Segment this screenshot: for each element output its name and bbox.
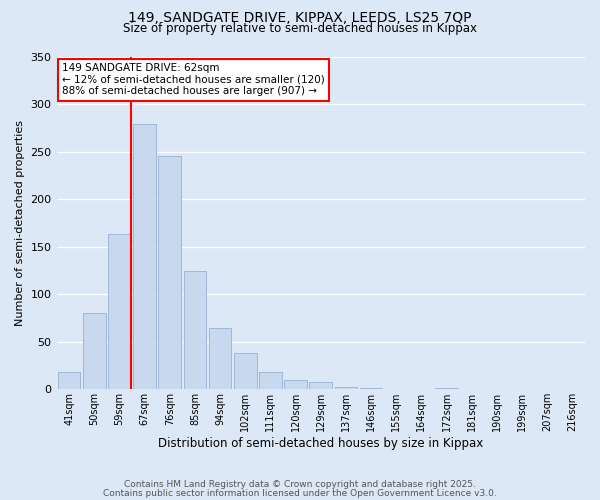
Bar: [234, 353, 257, 390]
Bar: [209, 328, 232, 390]
Bar: [435, 388, 458, 390]
Bar: [335, 388, 357, 390]
Text: 149, SANDGATE DRIVE, KIPPAX, LEEDS, LS25 7QP: 149, SANDGATE DRIVE, KIPPAX, LEEDS, LS25…: [128, 11, 472, 25]
Bar: [108, 234, 131, 390]
Bar: [184, 272, 206, 390]
X-axis label: Distribution of semi-detached houses by size in Kippax: Distribution of semi-detached houses by …: [158, 437, 484, 450]
Bar: [133, 124, 156, 390]
Text: Contains public sector information licensed under the Open Government Licence v3: Contains public sector information licen…: [103, 488, 497, 498]
Bar: [310, 382, 332, 390]
Text: Size of property relative to semi-detached houses in Kippax: Size of property relative to semi-detach…: [123, 22, 477, 35]
Bar: [259, 372, 282, 390]
Y-axis label: Number of semi-detached properties: Number of semi-detached properties: [15, 120, 25, 326]
Bar: [58, 372, 80, 390]
Text: Contains HM Land Registry data © Crown copyright and database right 2025.: Contains HM Land Registry data © Crown c…: [124, 480, 476, 489]
Bar: [158, 156, 181, 390]
Bar: [83, 313, 106, 390]
Bar: [284, 380, 307, 390]
Bar: [360, 388, 382, 390]
Text: 149 SANDGATE DRIVE: 62sqm
← 12% of semi-detached houses are smaller (120)
88% of: 149 SANDGATE DRIVE: 62sqm ← 12% of semi-…: [62, 63, 325, 96]
